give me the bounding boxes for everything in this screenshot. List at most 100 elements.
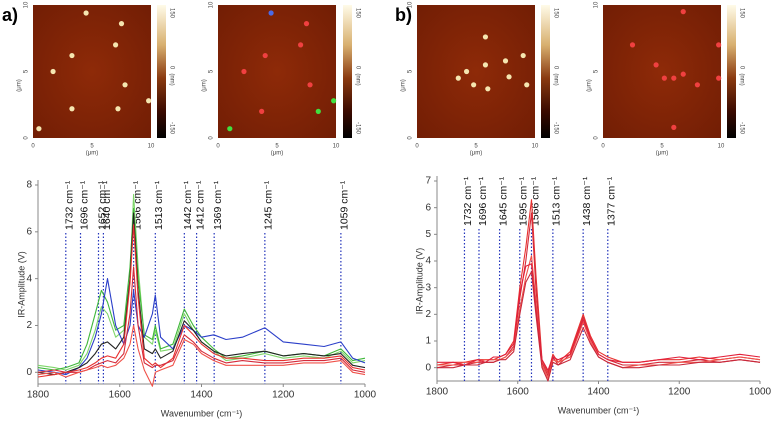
afm-particle (36, 126, 42, 132)
afm-x-unit: (μm) (470, 151, 482, 157)
afm-particle (653, 62, 659, 68)
y-tick-label: 6 (26, 226, 32, 237)
x-tick-label: 1600 (507, 387, 530, 398)
afm-y-tick: 10 (408, 1, 414, 8)
afm-particle (716, 42, 722, 48)
annotation-label: 1245 cm⁻¹ (263, 180, 275, 230)
colorbar-label: 150 (168, 8, 174, 19)
y-tick-label: 6 (425, 202, 431, 213)
y-tick-label: 2 (26, 320, 32, 331)
colorbar-label: (nm) (738, 73, 744, 85)
x-axis-label: Wavenumber (cm⁻¹) (161, 408, 242, 418)
y-tick-label: 0 (26, 367, 32, 378)
x-tick-label: 1800 (426, 387, 449, 398)
x-tick-label: 1200 (272, 390, 295, 401)
afm-particle (471, 82, 477, 88)
afm-particle (455, 75, 461, 81)
y-tick-label: 3 (425, 282, 431, 293)
afm-y-tick: 10 (209, 1, 215, 8)
colorbar (343, 5, 352, 138)
afm-x-tick: 10 (532, 144, 539, 150)
afm-y-tick: 10 (24, 1, 30, 8)
y-axis-label: IR-Amplitude (V) (16, 251, 26, 318)
colorbar-label: 0 (354, 66, 360, 70)
afm-y-unit: (μm) (202, 79, 208, 91)
colorbar-label: (nm) (168, 73, 174, 85)
annotation-label: 1377 cm⁻¹ (606, 176, 618, 226)
colorbar (541, 5, 550, 138)
y-tick-label: 4 (26, 273, 32, 284)
afm-x-tick: 5 (90, 144, 94, 150)
spectrum-line (437, 263, 761, 371)
colorbar-label: -150 (354, 122, 360, 135)
afm-x-tick: 10 (148, 144, 155, 150)
x-tick-label: 1000 (749, 387, 772, 398)
afm-x-tick: 0 (601, 144, 605, 150)
y-tick-label: 0 (425, 362, 431, 373)
afm-x-unit: (μm) (656, 151, 668, 157)
afm-particle (482, 62, 489, 68)
spectrum-line (437, 271, 761, 382)
afm-y-tick: 5 (408, 69, 414, 73)
afm-y-tick: 0 (24, 136, 30, 140)
afm-y-tick: 0 (209, 136, 215, 140)
x-tick-label: 1400 (587, 387, 610, 398)
afm-x-tick: 5 (660, 144, 664, 150)
y-tick-label: 8 (26, 180, 32, 191)
y-tick-label: 2 (425, 309, 431, 320)
afm-particle (227, 126, 233, 132)
afm-particle (716, 75, 722, 81)
afm-particle (115, 106, 121, 112)
afm-x-tick: 10 (333, 144, 340, 150)
afm-particle (307, 82, 313, 88)
afm-particle (506, 74, 512, 80)
annotation-label: 1513 cm⁻¹ (153, 180, 165, 230)
afm-particle (118, 21, 125, 27)
annotation-label: 1513 cm⁻¹ (551, 176, 563, 226)
y-tick-label: 5 (425, 229, 431, 240)
afm-x-unit: (μm) (271, 151, 283, 157)
afm-particle (331, 98, 337, 104)
afm-x-tick: 5 (275, 144, 279, 150)
afm-particle (680, 9, 686, 15)
afm-y-tick: 0 (408, 136, 414, 140)
afm-particle (671, 124, 677, 130)
colorbar (157, 5, 166, 138)
spectrum-line (37, 324, 366, 387)
y-tick-label: 1 (425, 336, 431, 347)
colorbar-label: -150 (168, 122, 174, 135)
colorbar (727, 5, 736, 138)
colorbar-label: 0 (738, 66, 744, 70)
afm-image (417, 5, 535, 138)
annotation-label: 1412 cm⁻¹ (194, 180, 206, 230)
afm-y-tick: 5 (24, 69, 30, 73)
colorbar-label: 0 (552, 66, 558, 70)
afm-x-tick: 0 (415, 144, 419, 150)
afm-particle (146, 98, 152, 104)
x-axis-label: Wavenumber (cm⁻¹) (558, 405, 639, 415)
colorbar-label: 0 (168, 66, 174, 70)
afm-particle (671, 75, 677, 81)
x-tick-label: 1600 (109, 390, 132, 401)
spectrum-line (37, 212, 366, 376)
afm-particle (463, 68, 470, 75)
annotation-label: 1696 cm⁻¹ (477, 176, 489, 226)
x-tick-label: 1800 (27, 390, 50, 401)
afm-particle (83, 10, 89, 16)
colorbar-label: (nm) (354, 73, 360, 85)
afm-particle (661, 75, 667, 81)
colorbar-label: (nm) (552, 73, 558, 85)
afm-particle (629, 42, 636, 48)
panel-label: b) (395, 5, 412, 25)
annotation-label: 1640 cm⁻¹ (101, 180, 113, 230)
spectrum-line (37, 278, 366, 376)
afm-y-tick: 10 (594, 1, 600, 8)
afm-particle (502, 58, 509, 64)
afm-particle (482, 34, 489, 40)
afm-y-unit: (μm) (587, 79, 593, 91)
y-tick-label: 7 (425, 176, 431, 187)
afm-y-tick: 0 (594, 136, 600, 140)
afm-y-unit: (μm) (401, 79, 407, 91)
annotation-label: 1732 cm⁻¹ (64, 180, 76, 230)
